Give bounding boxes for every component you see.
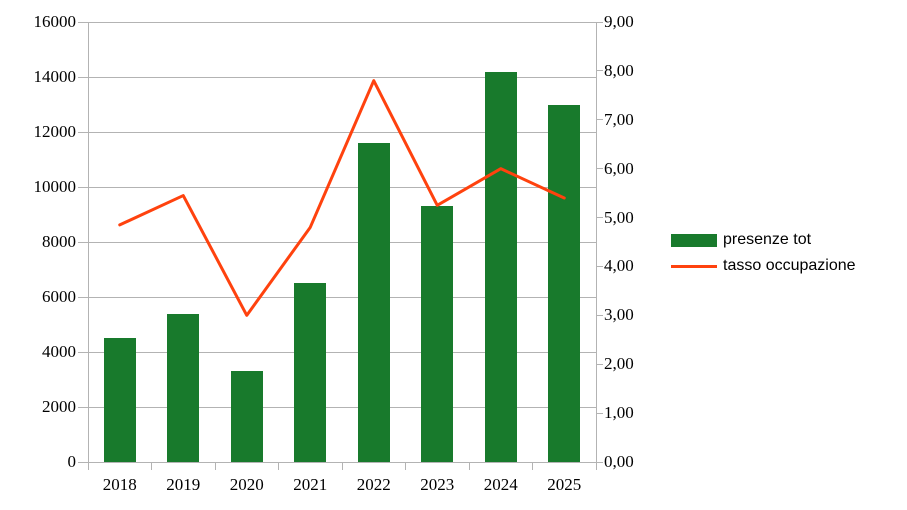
x-tick-label-2022: 2022	[356, 475, 391, 494]
legend: presenze tot tasso occupazione	[671, 227, 856, 279]
bar-2019	[167, 313, 200, 462]
x-boundary-tick	[468, 462, 470, 470]
y-left-tick-label: 2000	[42, 397, 76, 416]
x-boundary-tick	[214, 462, 216, 470]
y-right-tick	[596, 461, 603, 463]
y-left-tick-label: 12000	[33, 122, 77, 141]
gridline	[88, 406, 596, 408]
y-axis-right	[595, 22, 597, 470]
x-tick-label-2025: 2025	[547, 475, 582, 494]
gridline	[88, 21, 596, 23]
y-right-tick-label: 6,00	[604, 158, 634, 178]
bar-2022	[357, 143, 390, 462]
x-tick-label-2020: 2020	[229, 475, 264, 494]
legend-item-tasso-occupazione: tasso occupazione	[671, 253, 856, 279]
x-tick-label-2024: 2024	[483, 475, 518, 494]
y-right-tick	[596, 217, 603, 219]
gridline	[88, 76, 596, 78]
y-left-tick	[78, 131, 88, 133]
y-left-tick	[78, 21, 88, 23]
line-series-tasso-occupazione	[118, 79, 566, 317]
y-axis-left	[87, 22, 89, 470]
y-left-tick-label: 14000	[33, 67, 77, 86]
y-right-tick	[596, 119, 603, 121]
x-boundary-tick	[151, 462, 152, 470]
gridline	[88, 296, 596, 298]
x-tick-label-2021: 2021	[293, 475, 328, 494]
bar-2021	[294, 283, 327, 462]
legend-swatch-bar	[671, 233, 717, 247]
y-right-tick	[596, 363, 603, 365]
y-left-tick	[78, 406, 88, 408]
y-left-tick-label: 4000	[42, 342, 76, 361]
bar-2025	[548, 104, 581, 462]
x-tick-label-2019: 2019	[166, 475, 201, 494]
gridline	[88, 241, 596, 243]
bar-2020	[230, 371, 263, 462]
bar-2023	[421, 206, 454, 462]
legend-item-presenze-tot: presenze tot	[671, 227, 856, 253]
legend-swatch-line	[671, 264, 717, 268]
y-left-tick	[78, 241, 88, 243]
y-right-tick	[596, 70, 603, 72]
y-right-tick-label: 7,00	[604, 109, 634, 129]
gridline	[88, 131, 596, 133]
y-left-tick	[78, 186, 88, 188]
bar-2018	[103, 338, 136, 462]
gridline	[88, 186, 596, 188]
y-right-tick	[596, 412, 603, 414]
y-left-tick-label: 16000	[33, 12, 77, 31]
y-left-tick	[78, 76, 88, 78]
legend-label-tasso-occupazione: tasso occupazione	[723, 257, 856, 274]
y-left-tick	[78, 461, 88, 463]
x-boundary-tick	[405, 462, 406, 470]
x-tick-label-2018: 2018	[102, 475, 137, 494]
y-right-tick-label: 3,00	[604, 305, 634, 325]
y-right-tick	[596, 168, 603, 170]
y-right-tick-label: 9,00	[604, 12, 634, 31]
y-left-tick-label: 8000	[42, 232, 76, 251]
y-left-tick-label: 6000	[42, 287, 76, 306]
x-boundary-tick	[532, 462, 533, 470]
y-right-tick	[596, 265, 603, 267]
y-left-tick	[78, 296, 88, 298]
y-left-tick	[78, 351, 88, 353]
legend-label-presenze-tot: presenze tot	[723, 231, 812, 248]
y-right-tick-label: 0,00	[604, 452, 634, 471]
y-right-tick-label: 2,00	[604, 354, 634, 374]
gridline	[88, 351, 596, 353]
y-left-tick-label: 0	[67, 452, 77, 471]
y-right-tick-label: 1,00	[604, 403, 634, 423]
y-right-tick	[596, 314, 603, 316]
y-left-tick-label: 10000	[33, 177, 77, 196]
y-right-tick-label: 4,00	[604, 256, 634, 276]
x-boundary-tick	[341, 462, 343, 470]
y-right-tick	[596, 21, 603, 23]
bar-2024	[484, 71, 517, 462]
x-boundary-tick	[278, 462, 279, 470]
y-right-tick-label: 8,00	[604, 60, 634, 80]
y-right-tick-label: 5,00	[604, 207, 634, 227]
x-tick-label-2023: 2023	[420, 475, 455, 494]
